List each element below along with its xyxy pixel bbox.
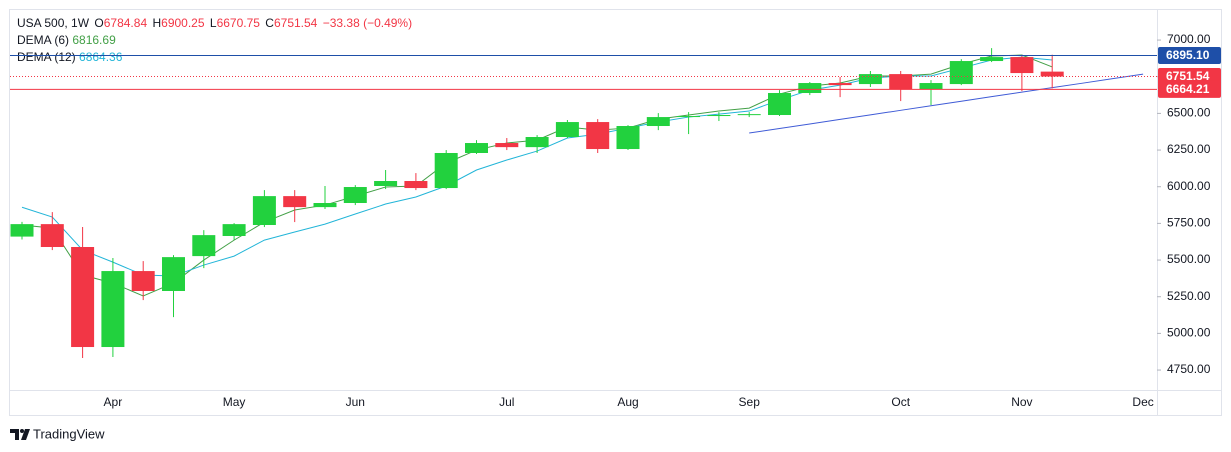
ohlc-label: C (265, 16, 274, 30)
candle-body (919, 83, 943, 90)
candle-body (131, 271, 155, 292)
high-value: 6900.25 (161, 16, 205, 30)
candle-body (555, 122, 579, 138)
candle-body (192, 235, 216, 257)
y-tick-label: 6500.00 (1167, 106, 1211, 120)
ohlc-label: L (210, 16, 217, 30)
candle-body (71, 247, 95, 348)
change: −33.38 (−0.49%) (323, 16, 412, 30)
x-tick-label: Jul (499, 395, 514, 409)
candle-body (646, 117, 670, 127)
price-label-box (1158, 46, 1221, 64)
candle-body (1010, 57, 1034, 74)
ohlc-label: H (152, 16, 161, 30)
candle-body (434, 152, 458, 189)
candle-body (889, 74, 913, 90)
brand-name: TradingView (33, 426, 105, 441)
legend-header: USA 500, 1W O6784.84 H6900.25 L6670.75 C… (17, 16, 412, 30)
candle-body (586, 122, 610, 150)
candle-body (798, 83, 822, 94)
legend-label: DEMA (6) (17, 33, 69, 47)
candle-body (404, 181, 428, 189)
candle-body (40, 224, 64, 248)
candle-body (495, 143, 519, 148)
price-label: 6751.54 (1166, 69, 1210, 83)
x-tick-label: Oct (891, 395, 910, 409)
y-tick-label: 5000.00 (1167, 326, 1211, 340)
y-tick-label: 4750.00 (1167, 362, 1211, 376)
candle-body (768, 93, 791, 116)
candle-body (1040, 71, 1064, 77)
candle-body (828, 83, 852, 86)
brand-logo (10, 429, 30, 440)
candle-body (343, 187, 367, 204)
x-tick-label: Sep (739, 395, 761, 409)
candle-body (162, 257, 185, 292)
indicator-line (21, 56, 1053, 277)
candle-body (525, 137, 549, 148)
price-label: 6664.21 (1166, 82, 1210, 96)
candle-body (616, 126, 640, 150)
candle-body (677, 116, 701, 118)
candle-body (101, 271, 125, 348)
candle-body (222, 224, 246, 237)
price-label-box (1158, 80, 1221, 98)
legend-value: 6864.36 (79, 50, 123, 64)
candle-body (313, 203, 337, 208)
chart-frame (9, 9, 1222, 416)
y-tick-label: 6250.00 (1167, 142, 1211, 156)
candle-body (374, 181, 398, 186)
candle-body (980, 57, 1004, 62)
trend-line (749, 73, 1144, 134)
symbol: USA 500, 1W (17, 16, 90, 30)
candle-body (737, 114, 761, 116)
close-value: 6751.54 (274, 16, 318, 30)
y-tick-label: 6000.00 (1167, 179, 1211, 193)
low-value: 6670.75 (217, 16, 261, 30)
plot-area (10, 48, 1144, 359)
axes: 4750.00 5000.00 5250.00 5500.00 5750.00 6000.… (104, 32, 1211, 409)
y-tick-label: 7000.00 (1167, 32, 1211, 46)
legend-entry: DEMA (12) 6864.36 (17, 50, 123, 64)
x-tick-label: Aug (617, 395, 638, 409)
x-tick-label: Jun (346, 395, 365, 409)
open-value: 6784.84 (104, 16, 148, 30)
candle-body (707, 115, 731, 117)
ohlc-label: O (94, 16, 103, 30)
legend-value: 6816.69 (72, 33, 116, 47)
y-tick-label: 5750.00 (1167, 216, 1211, 230)
y-tick-label: 5250.00 (1167, 289, 1211, 303)
x-tick-label: May (223, 395, 246, 409)
candle-body (252, 196, 276, 226)
candle-body (465, 143, 488, 153)
x-tick-label: Nov (1011, 395, 1032, 409)
candle-body (858, 74, 882, 85)
price-label-box (1158, 68, 1221, 86)
x-tick-label: Dec (1132, 395, 1153, 409)
candle-body (283, 196, 307, 208)
legend-label: DEMA (12) (17, 50, 76, 64)
x-tick-label: Apr (104, 395, 123, 409)
y-tick-label: 5500.00 (1167, 252, 1211, 266)
legend-entry: DEMA (6) 6816.69 (17, 33, 116, 47)
candle-body (10, 224, 34, 237)
price-label: 6895.10 (1166, 48, 1210, 62)
candle-body (949, 61, 973, 85)
